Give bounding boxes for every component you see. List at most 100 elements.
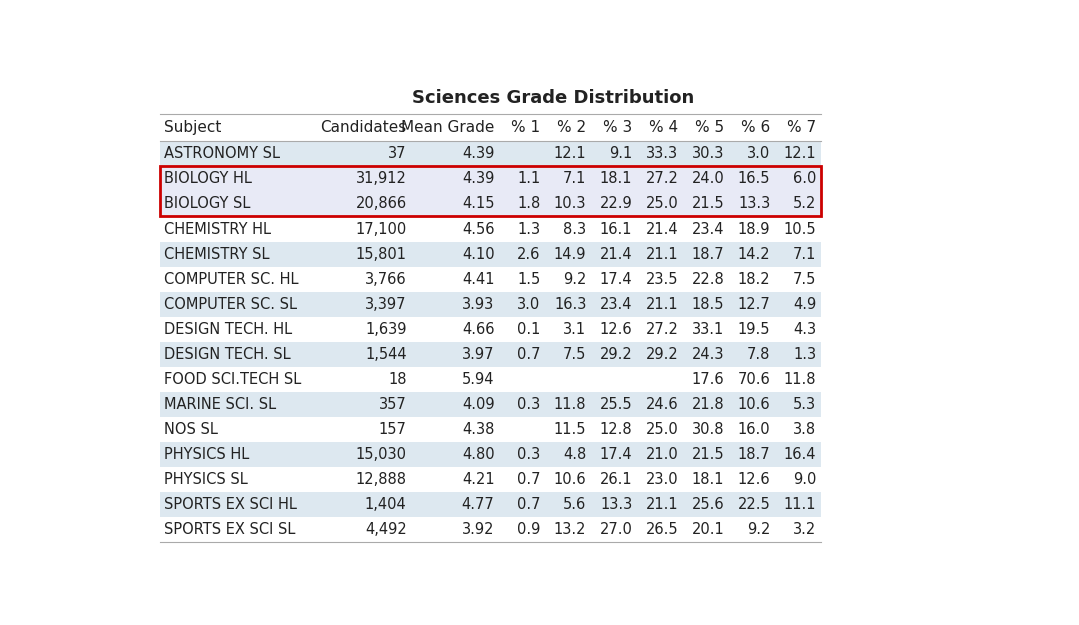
Text: 29.2: 29.2 [645,347,679,362]
Text: 0.1: 0.1 [517,322,541,337]
Text: 18: 18 [388,372,407,387]
Text: COMPUTER SC. SL: COMPUTER SC. SL [164,297,297,312]
Text: 11.1: 11.1 [784,497,817,512]
Text: 4.39: 4.39 [462,146,494,161]
Text: 1.5: 1.5 [517,271,541,286]
Bar [160,517,821,542]
Text: SPORTS EX SCI SL: SPORTS EX SCI SL [164,522,296,537]
Text: 22.5: 22.5 [738,497,770,512]
Text: 10.5: 10.5 [783,221,817,236]
Text: 357: 357 [379,397,407,412]
Text: 18.1: 18.1 [600,171,632,186]
Text: 4.10: 4.10 [462,246,494,261]
Text: 23.5: 23.5 [646,271,679,286]
Text: 0.7: 0.7 [517,472,541,487]
Text: 13.3: 13.3 [738,196,770,211]
Text: 3,766: 3,766 [365,271,407,286]
Bar [160,442,821,467]
Text: % 6: % 6 [741,121,770,136]
Text: 12.1: 12.1 [554,146,587,161]
Text: 9.2: 9.2 [563,271,587,286]
Text: 21.1: 21.1 [646,497,679,512]
Text: 3.97: 3.97 [462,347,494,362]
Text: 29.2: 29.2 [600,347,632,362]
Text: PHYSICS SL: PHYSICS SL [164,472,248,487]
Text: 13.3: 13.3 [600,497,632,512]
Text: 18.7: 18.7 [738,447,770,462]
Text: BIOLOGY HL: BIOLOGY HL [164,171,252,186]
Text: % 7: % 7 [788,121,817,136]
Text: 0.3: 0.3 [517,397,541,412]
Text: 1,404: 1,404 [365,497,407,512]
Text: 3.0: 3.0 [747,146,770,161]
Text: 0.7: 0.7 [517,497,541,512]
Text: 5.6: 5.6 [563,497,587,512]
Text: 3.0: 3.0 [517,297,541,312]
Bar [160,317,821,342]
Text: 7.5: 7.5 [793,271,817,286]
Text: 1.3: 1.3 [793,347,817,362]
Text: 25.0: 25.0 [645,196,679,211]
Bar [160,291,821,317]
Text: 16.4: 16.4 [784,447,817,462]
Text: 12.1: 12.1 [783,146,817,161]
Text: 14.9: 14.9 [554,246,587,261]
Text: 21.5: 21.5 [692,196,724,211]
Text: 31,912: 31,912 [356,171,407,186]
Bar [160,392,821,417]
Text: 5.94: 5.94 [462,372,494,387]
Bar [160,141,821,166]
Text: 7.5: 7.5 [563,347,587,362]
Text: 37: 37 [388,146,407,161]
Text: 33.1: 33.1 [692,322,724,337]
Text: 16.1: 16.1 [600,221,632,236]
Text: 11.5: 11.5 [554,422,587,437]
Text: 18.7: 18.7 [692,246,724,261]
Text: 5.2: 5.2 [793,196,817,211]
Text: PHYSICS HL: PHYSICS HL [164,447,249,462]
Text: 25.5: 25.5 [600,397,632,412]
Text: % 3: % 3 [603,121,632,136]
Text: 26.5: 26.5 [646,522,679,537]
Text: 4.41: 4.41 [462,271,494,286]
Text: MARINE SCI. SL: MARINE SCI. SL [164,397,276,412]
Text: 27.2: 27.2 [645,171,679,186]
Text: 24.0: 24.0 [692,171,724,186]
Text: 27.0: 27.0 [600,522,632,537]
Text: 30.3: 30.3 [692,146,724,161]
Text: COMPUTER SC. HL: COMPUTER SC. HL [164,271,299,286]
Text: 23.4: 23.4 [600,297,632,312]
Text: 4.15: 4.15 [462,196,494,211]
Text: 17,100: 17,100 [355,221,407,236]
Text: 7.8: 7.8 [747,347,770,362]
Text: 3.2: 3.2 [793,522,817,537]
Text: 17.4: 17.4 [600,447,632,462]
Text: 4.3: 4.3 [793,322,817,337]
Text: ASTRONOMY SL: ASTRONOMY SL [164,146,281,161]
Text: 17.6: 17.6 [692,372,724,387]
Text: 6.0: 6.0 [793,171,817,186]
Text: 3.8: 3.8 [793,422,817,437]
Text: 18.5: 18.5 [692,297,724,312]
Text: 15,801: 15,801 [356,246,407,261]
Bar [160,342,821,367]
Text: 25.6: 25.6 [692,497,724,512]
Text: 21.1: 21.1 [646,246,679,261]
Text: 12.8: 12.8 [600,422,632,437]
Text: 11.8: 11.8 [784,372,817,387]
Text: 12.6: 12.6 [600,322,632,337]
Text: NOS SL: NOS SL [164,422,218,437]
Text: 18.9: 18.9 [738,221,770,236]
Text: 21.4: 21.4 [646,221,679,236]
Text: 5.3: 5.3 [793,397,817,412]
Text: 4.77: 4.77 [462,497,494,512]
Text: 9.0: 9.0 [793,472,817,487]
Text: 4.21: 4.21 [462,472,494,487]
Text: 4.80: 4.80 [462,447,494,462]
Text: 8.3: 8.3 [563,221,587,236]
Bar [160,241,821,266]
Text: 7.1: 7.1 [793,246,817,261]
Text: 0.3: 0.3 [517,447,541,462]
Bar [160,467,821,492]
Text: Sciences Grade Distribution: Sciences Grade Distribution [412,89,694,107]
